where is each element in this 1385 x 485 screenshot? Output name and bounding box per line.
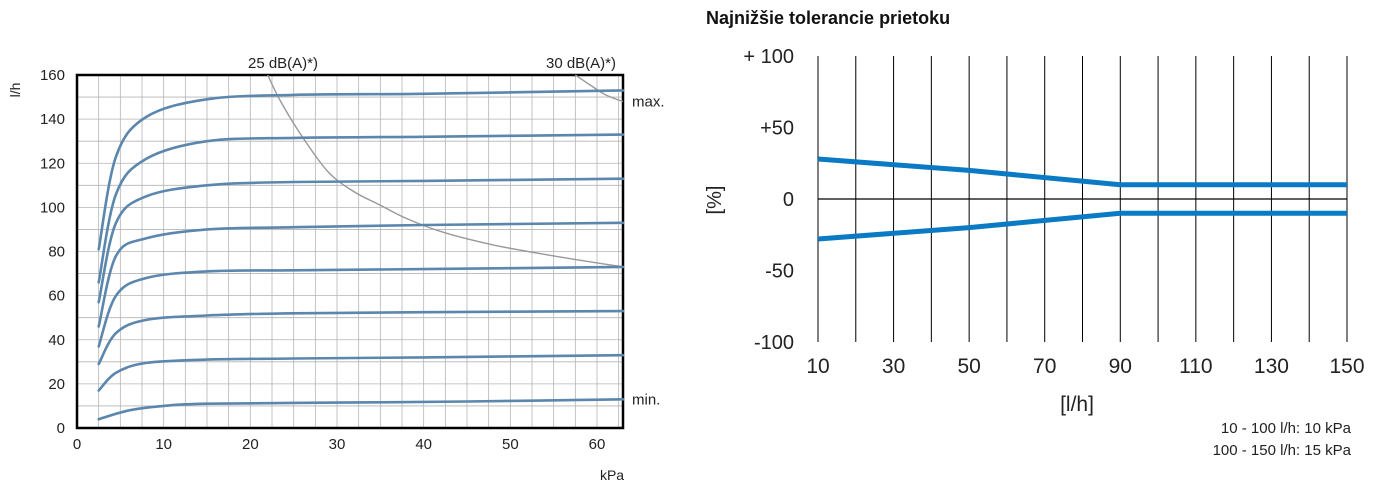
y-tick-label: + 100: [743, 46, 794, 68]
flow-series-line: [97, 177, 625, 304]
max-label: max.: [632, 93, 665, 110]
x-tick-label: 50: [957, 355, 980, 378]
plot-frame: [75, 73, 625, 430]
flow-series-line: [97, 265, 625, 348]
pressure-note: 10 - 100 l/h: 10 kPa: [1221, 420, 1352, 437]
y-tick-label: 80: [48, 244, 65, 261]
x-tick-label: 40: [415, 436, 432, 453]
y-tick-label: 0: [783, 189, 794, 211]
y-tick-label: 100: [40, 199, 65, 216]
x-tick-label: 10: [155, 436, 172, 453]
iso-25-label: 25 dB(A)*): [248, 55, 318, 72]
x-tick-label: 130: [1254, 355, 1289, 378]
x-tick-label: 0: [73, 436, 81, 453]
y-tick-label: 140: [40, 111, 65, 128]
x-tick-label: 10: [806, 355, 829, 378]
tolerance-line: [817, 156, 1347, 188]
flow-series-line: [97, 89, 625, 251]
iso-noise-curve: [267, 74, 624, 268]
y-tick-label: 20: [48, 376, 65, 393]
flow-series-line: [97, 353, 625, 392]
y-tick-label: -50: [765, 261, 794, 283]
x-tick-label: 50: [502, 436, 519, 453]
y-tick-label: -100: [754, 332, 794, 354]
y-tick-label: +50: [760, 118, 794, 140]
y-tick-label: 120: [40, 155, 65, 172]
y-tick-label: 40: [48, 332, 65, 349]
y-tick-label: 60: [48, 288, 65, 305]
x-tick-label: 30: [882, 355, 905, 378]
y-axis-label: [%]: [704, 186, 726, 215]
min-label: min.: [632, 391, 660, 408]
iso-noise-curve: [574, 74, 624, 103]
x-axis-label: [l/h]: [1060, 393, 1094, 416]
tolerance-line: [817, 210, 1347, 242]
x-axis-label: kPa: [600, 467, 624, 483]
x-tick-label: 20: [242, 436, 259, 453]
y-tick-label: 160: [40, 67, 65, 84]
flow-tolerance-chart: Najnižšie tolerancie prietoku + 100 +50 0 -5…: [704, 8, 1365, 459]
x-tick-label: 90: [1109, 355, 1132, 378]
pressure-note: 100 - 150 l/h: 15 kPa: [1213, 442, 1352, 459]
x-tick-label: 110: [1179, 355, 1212, 378]
flow-series-line: [97, 309, 625, 366]
x-tick-label: 60: [589, 436, 606, 453]
flow-series-line: [97, 398, 625, 421]
x-tick-label: 70: [1033, 355, 1056, 378]
iso-30-label: 30 dB(A)*): [546, 55, 616, 72]
flow-series-line: [97, 221, 625, 328]
flow-series-line: [97, 133, 625, 284]
x-tick-label: 150: [1329, 355, 1364, 378]
y-tick-label: 0: [57, 420, 65, 437]
x-tick-label: 30: [329, 436, 346, 453]
y-axis-label: l/h: [7, 83, 23, 98]
chart-title: Najnižšie tolerancie prietoku: [706, 8, 950, 28]
flow-pressure-chart: 0 20 40 60 80 100 120 140 160 0 10 20 30 40 50 60 l/h kPa…: [7, 55, 665, 483]
